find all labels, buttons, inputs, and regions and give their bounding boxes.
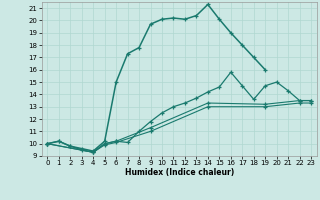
- X-axis label: Humidex (Indice chaleur): Humidex (Indice chaleur): [124, 168, 234, 177]
